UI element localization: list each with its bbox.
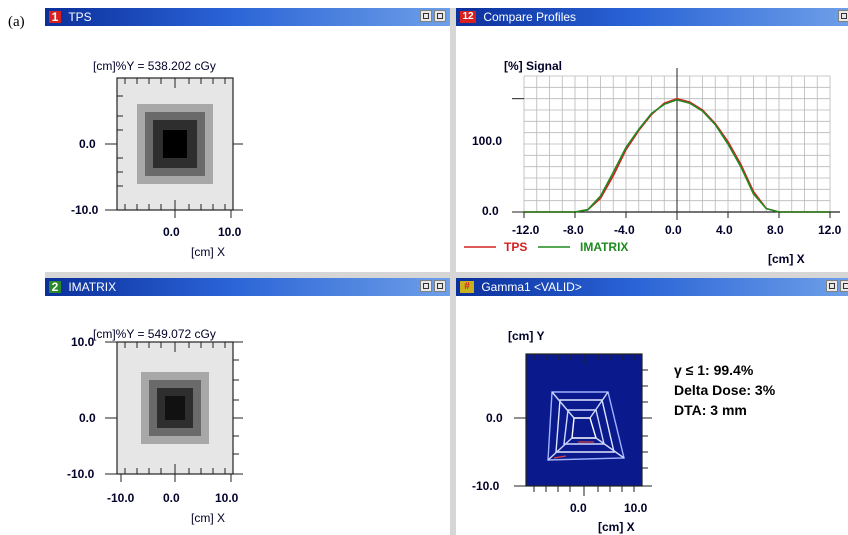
- profile-grid: [512, 68, 840, 220]
- imatrix-x-axis-label: [cm] X: [191, 511, 225, 525]
- profile-y-axis-label: [%] Signal: [504, 59, 562, 73]
- series-line-imatrix: [524, 98, 830, 213]
- tps-top-ticks: [124, 78, 226, 88]
- profile-ytick: 100.0: [472, 134, 502, 148]
- imatrix-top-ticks: [124, 342, 226, 352]
- imatrix-dose-readout: [cm]%Y = 549.072 cGy: [93, 327, 216, 341]
- x-tick-label: -8.0: [563, 223, 584, 237]
- gamma-y-axis-label: [cm] Y: [508, 329, 544, 343]
- tile-button[interactable]: [420, 280, 432, 292]
- x-tick-label: 0.0: [665, 223, 682, 237]
- x-tick-label: -12.0: [512, 223, 540, 237]
- gamma-field-contours: [547, 391, 625, 461]
- x-tick-label: 12.0: [818, 223, 842, 237]
- profile-ytick: 0.0: [482, 204, 499, 218]
- maximize-button[interactable]: [434, 10, 446, 22]
- imatrix-xtick: 10.0: [215, 491, 239, 505]
- gamma-grid-icon: #: [460, 281, 474, 293]
- window-number-icon: 1: [49, 11, 61, 23]
- imatrix-ytick: -10.0: [67, 467, 95, 481]
- imatrix-field-core: [165, 396, 185, 420]
- x-tick-label: 8.0: [767, 223, 784, 237]
- imatrix-xtick: 0.0: [163, 491, 180, 505]
- gamma-xtick: 10.0: [624, 501, 648, 515]
- tps-x-axis-label: [cm] X: [191, 245, 225, 259]
- profile-lines: [524, 97, 830, 213]
- imatrix-ytick: 10.0: [71, 335, 95, 349]
- gamma-fail-points: [553, 441, 594, 459]
- gamma-map: [cm] Y 0.0 -10.0 0.0 10.0 [cm] X γ ≤ 1: …: [472, 329, 776, 534]
- tps-field-core: [163, 130, 187, 158]
- tps-dose-readout: [cm]%Y = 538.202 cGy: [93, 59, 216, 73]
- x-tick-label: -4.0: [614, 223, 635, 237]
- tps-xtick: 0.0: [163, 225, 180, 239]
- gamma-pass-rate: γ ≤ 1: 99.4%: [674, 362, 754, 378]
- window-title: Gamma1 <VALID>: [481, 280, 582, 294]
- gamma-x-axis-label: [cm] X: [598, 520, 635, 534]
- window-number-icon: 12: [460, 11, 476, 23]
- gamma-window[interactable]: # Gamma1 <VALID>: [456, 278, 848, 535]
- x-tick-label: 4.0: [716, 223, 733, 237]
- list-button[interactable]: [826, 280, 838, 292]
- gamma-titlebar[interactable]: # Gamma1 <VALID>: [456, 278, 848, 296]
- imatrix-window[interactable]: 2 IMATRIX: [45, 278, 451, 535]
- profile-chart: [%] Signal 100.0 0.0 -12.0 -8.0 -4.0 0.0 4.0…: [464, 59, 842, 266]
- window-title: Compare Profiles: [483, 10, 577, 24]
- tps-window[interactable]: 1 TPS: [45, 8, 451, 272]
- imatrix-bottom-ticks: [120, 464, 232, 482]
- gamma-xtick: 0.0: [570, 501, 587, 515]
- profile-x-ticks: -12.0 -8.0 -4.0 0.0 4.0 8.0 12.0: [512, 212, 842, 237]
- gamma-ytick: -10.0: [472, 479, 500, 493]
- imatrix-xtick: -10.0: [107, 491, 135, 505]
- application-frame: 1 TPS: [45, 8, 848, 535]
- tile-button[interactable]: [420, 10, 432, 22]
- imatrix-dose-plot: [cm]%Y = 549.072 cGy 10.0 0.0 -10.0 -10.…: [67, 327, 243, 525]
- compare-titlebar[interactable]: 12 Compare Profiles: [456, 8, 848, 26]
- window-title: TPS: [68, 10, 92, 24]
- gamma-side-ticks: [514, 369, 652, 487]
- window-title: IMATRIX: [68, 280, 117, 294]
- compare-profiles-window[interactable]: 12 Compare Profiles [%] Signal 100.0 0.0…: [456, 8, 848, 272]
- horizontal-splitter[interactable]: [45, 272, 848, 278]
- tps-titlebar[interactable]: 1 TPS: [45, 8, 450, 26]
- window-number-icon: 2: [49, 281, 61, 293]
- gamma-ytick: 0.0: [486, 411, 503, 425]
- profile-x-axis-label: [cm] X: [768, 252, 805, 266]
- imatrix-titlebar[interactable]: 2 IMATRIX: [45, 278, 450, 296]
- tps-bottom-ticks: [124, 200, 232, 218]
- imatrix-ytick: 0.0: [79, 411, 96, 425]
- tps-ytick: 0.0: [79, 137, 96, 151]
- vertical-splitter[interactable]: [450, 8, 456, 535]
- tps-ytick: -10.0: [71, 203, 99, 217]
- gamma-plot-area: [525, 353, 643, 487]
- figure-label: (a): [8, 14, 25, 30]
- legend-imatrix-label: IMATRIX: [580, 240, 628, 254]
- tps-side-ticks: [105, 95, 243, 211]
- tps-dose-plot: [cm]%Y = 538.202 cGy 0.0 -10.0 0.0 10.0 …: [71, 59, 243, 259]
- gamma-dta: DTA: 3 mm: [674, 402, 747, 418]
- maximize-button[interactable]: [434, 280, 446, 292]
- gamma-delta-dose: Delta Dose: 3%: [674, 382, 776, 398]
- gamma-bottom-ticks: [533, 486, 635, 496]
- tile-button[interactable]: [840, 280, 848, 292]
- tile-button[interactable]: [838, 10, 848, 22]
- legend-tps-label: TPS: [504, 240, 527, 254]
- imatrix-side-ticks: [105, 341, 243, 475]
- tps-xtick: 10.0: [218, 225, 242, 239]
- gamma-top-ticks: [533, 354, 635, 364]
